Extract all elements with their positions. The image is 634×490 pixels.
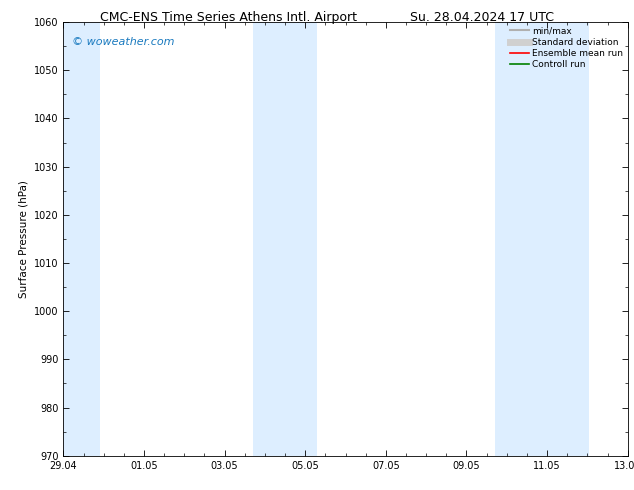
Bar bbox=[253, 22, 317, 456]
Bar bbox=[61, 22, 100, 456]
Text: Su. 28.04.2024 17 UTC: Su. 28.04.2024 17 UTC bbox=[410, 11, 554, 24]
Bar bbox=[495, 22, 590, 456]
Text: © woweather.com: © woweather.com bbox=[72, 37, 174, 47]
Legend: min/max, Standard deviation, Ensemble mean run, Controll run: min/max, Standard deviation, Ensemble me… bbox=[508, 25, 625, 71]
Text: CMC-ENS Time Series Athens Intl. Airport: CMC-ENS Time Series Athens Intl. Airport bbox=[100, 11, 357, 24]
Y-axis label: Surface Pressure (hPa): Surface Pressure (hPa) bbox=[18, 180, 29, 298]
